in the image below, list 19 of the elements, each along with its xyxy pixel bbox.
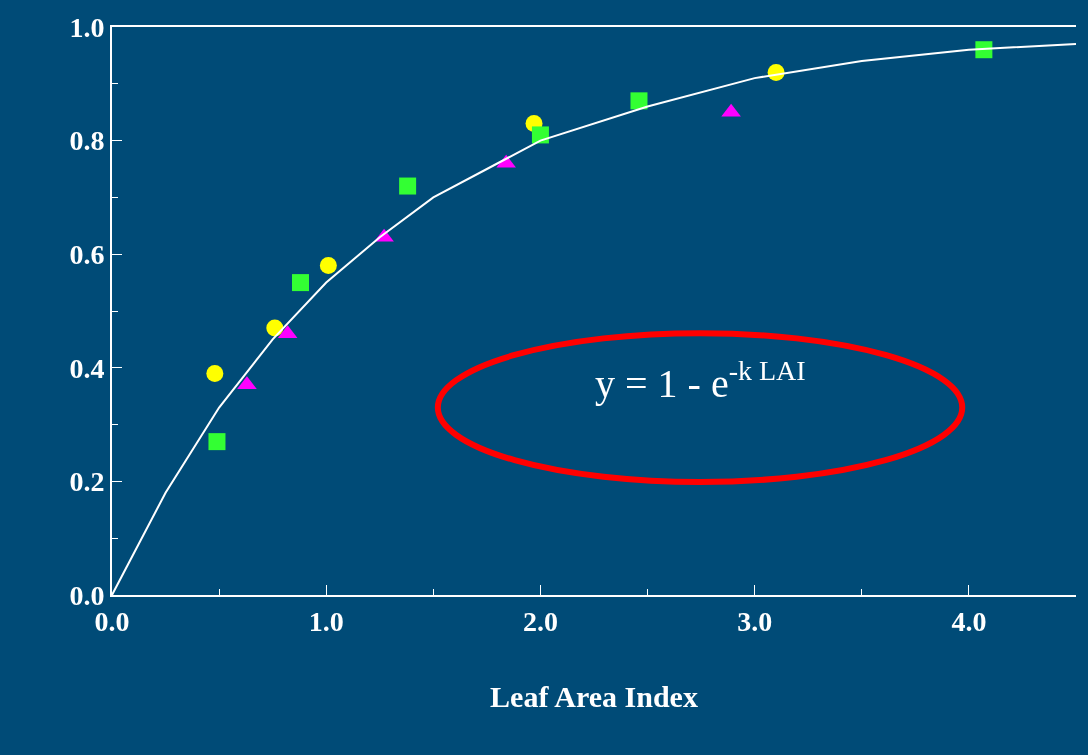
y-tick-label: 0.6 [69, 239, 105, 270]
x-tick-label: 1.0 [308, 605, 344, 637]
y-tick-label: 0.4 [69, 352, 105, 384]
point [206, 364, 224, 382]
x-tick-label: 2.0 [522, 605, 558, 637]
x-axis-title: Leaf Area Index [490, 679, 698, 713]
point [237, 376, 257, 390]
y-tick-label: 0.8 [69, 125, 105, 157]
y-tick-label: 1.0 [69, 11, 105, 43]
point [399, 177, 417, 195]
y-tick-label: 0.2 [69, 466, 105, 498]
x-tick-label: 4.0 [951, 605, 987, 637]
point [531, 126, 549, 144]
annotation: y = 1 - e$^{-k LAI}$ [595, 355, 806, 406]
point [292, 274, 310, 292]
point [319, 257, 337, 275]
x-tick-label: 3.0 [737, 605, 773, 637]
point [208, 433, 226, 451]
point [630, 92, 648, 110]
